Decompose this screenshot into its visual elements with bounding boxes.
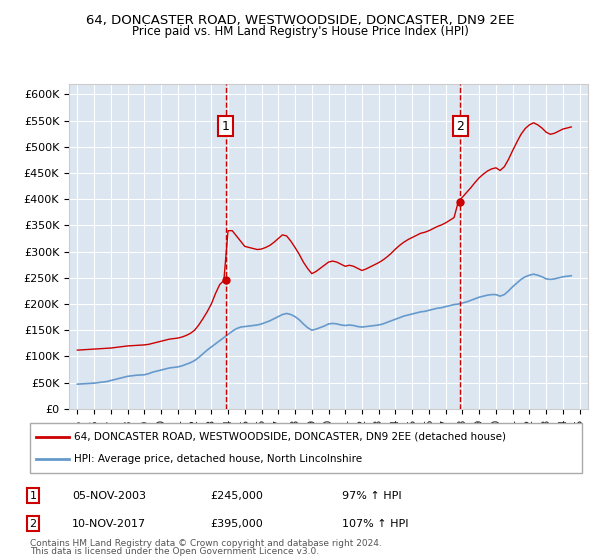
- Text: 64, DONCASTER ROAD, WESTWOODSIDE, DONCASTER, DN9 2EE (detached house): 64, DONCASTER ROAD, WESTWOODSIDE, DONCAS…: [74, 432, 506, 442]
- Text: This data is licensed under the Open Government Licence v3.0.: This data is licensed under the Open Gov…: [30, 547, 319, 556]
- Text: 2: 2: [457, 120, 464, 133]
- Text: 10-NOV-2017: 10-NOV-2017: [72, 519, 146, 529]
- FancyBboxPatch shape: [30, 423, 582, 473]
- Text: 64, DONCASTER ROAD, WESTWOODSIDE, DONCASTER, DN9 2EE: 64, DONCASTER ROAD, WESTWOODSIDE, DONCAS…: [86, 14, 514, 27]
- Text: £245,000: £245,000: [210, 491, 263, 501]
- Text: 1: 1: [221, 120, 229, 133]
- Text: 1: 1: [29, 491, 37, 501]
- Text: Price paid vs. HM Land Registry's House Price Index (HPI): Price paid vs. HM Land Registry's House …: [131, 25, 469, 38]
- Text: Contains HM Land Registry data © Crown copyright and database right 2024.: Contains HM Land Registry data © Crown c…: [30, 539, 382, 548]
- Text: £395,000: £395,000: [210, 519, 263, 529]
- Text: 05-NOV-2003: 05-NOV-2003: [72, 491, 146, 501]
- Text: HPI: Average price, detached house, North Lincolnshire: HPI: Average price, detached house, Nort…: [74, 454, 362, 464]
- Text: 2: 2: [29, 519, 37, 529]
- Text: 97% ↑ HPI: 97% ↑ HPI: [342, 491, 401, 501]
- Text: 107% ↑ HPI: 107% ↑ HPI: [342, 519, 409, 529]
